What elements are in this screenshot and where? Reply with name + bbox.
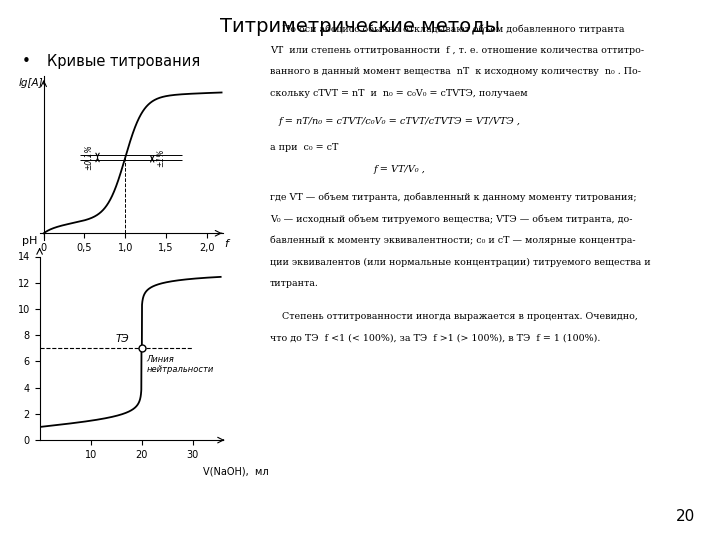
Text: титранта.: титранта. [270, 279, 319, 288]
Text: ции эквивалентов (или нормальные концентрации) титруемого вещества и: ции эквивалентов (или нормальные концент… [270, 258, 651, 267]
Text: Титриметрические методы: Титриметрические методы [220, 17, 500, 36]
Text: ±0,1%: ±0,1% [84, 145, 93, 170]
Text: Кривые титрования: Кривые титрования [47, 54, 200, 69]
Text: а при  c₀ = cТ: а при c₀ = cТ [270, 143, 338, 152]
Text: что до ТЭ  f <1 (< 100%), за ТЭ  f >1 (> 100%), в ТЭ  f = 1 (100%).: что до ТЭ f <1 (< 100%), за ТЭ f >1 (> 1… [270, 333, 600, 342]
Text: По оси абсцисс обычно откладывают объем добавленного титранта: По оси абсцисс обычно откладывают объем … [270, 24, 624, 34]
Text: ТЭ: ТЭ [115, 334, 129, 344]
Text: V₀ — исходный объем титруемого вещества; VТЭ — объем титранта, до-: V₀ — исходный объем титруемого вещества;… [270, 214, 632, 224]
Text: •: • [22, 54, 30, 69]
Text: 20: 20 [675, 509, 695, 524]
Text: Линия
нейтральности: Линия нейтральности [147, 355, 214, 374]
Text: Степень оттитрованности иногда выражается в процентах. Очевидно,: Степень оттитрованности иногда выражаетс… [270, 312, 638, 321]
Text: f = nТ/n₀ = cТVТ/c₀V₀ = cТVТ/cТVТЭ = VТ/VТЭ ,: f = nТ/n₀ = cТVТ/c₀V₀ = cТVТ/cТVТЭ = VТ/… [279, 117, 521, 126]
Text: VТ  или степень оттитрованности  f , т. е. отношение количества оттитро-: VТ или степень оттитрованности f , т. е.… [270, 46, 644, 55]
Text: бавленный к моменту эквивалентности; c₀ и cТ — молярные концентра-: бавленный к моменту эквивалентности; c₀ … [270, 236, 636, 246]
Text: pH: pH [22, 236, 37, 246]
Text: f: f [224, 239, 228, 249]
Text: скольку cТVТ = nТ  и  n₀ = c₀V₀ = cТVТЭ, получаем: скольку cТVТ = nТ и n₀ = c₀V₀ = cТVТЭ, п… [270, 89, 528, 98]
Text: ±1%: ±1% [156, 148, 165, 167]
Text: V(NaOH),  мл: V(NaOH), мл [203, 467, 269, 476]
Text: где VТ — объем титранта, добавленный к данному моменту титрования;: где VТ — объем титранта, добавленный к д… [270, 193, 636, 202]
Text: f = VТ/V₀ ,: f = VТ/V₀ , [374, 165, 426, 174]
Text: ванного в данный момент вещества  nТ  к исходному количеству  n₀ . По-: ванного в данный момент вещества nТ к ис… [270, 68, 641, 77]
Text: lg[A]: lg[A] [18, 78, 43, 89]
